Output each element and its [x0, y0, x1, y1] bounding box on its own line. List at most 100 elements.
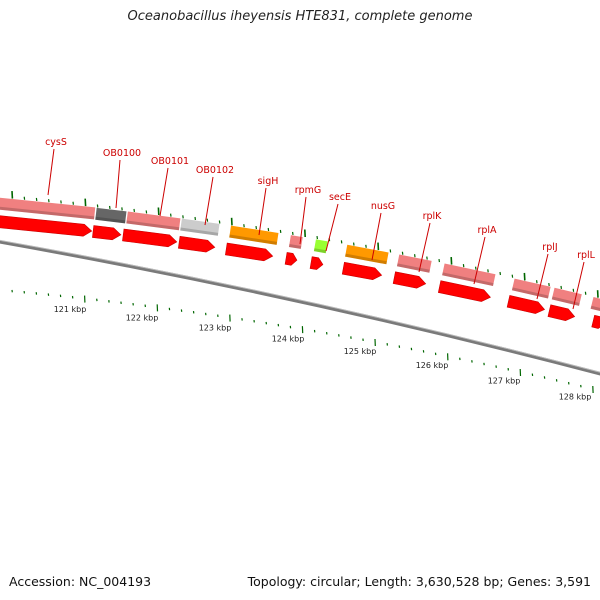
gene-arrow — [309, 256, 324, 270]
gene-leader-line — [204, 176, 214, 226]
gene-arrow-shape — [225, 242, 274, 262]
cds-box-shade — [288, 243, 302, 249]
gene-arrow-shape — [284, 252, 298, 266]
genome-summary-text: Topology: circular; Length: 3,630,528 bp… — [247, 574, 591, 589]
gene-label: nusG — [371, 201, 395, 212]
cds-box-fill — [288, 235, 303, 249]
gene-arrow — [591, 314, 600, 329]
cds-box — [126, 211, 181, 231]
gene-arrow-shape — [309, 256, 324, 270]
gene-label: rpmG — [295, 185, 322, 196]
gene-arrow-shape — [341, 261, 383, 281]
gene-arrow-shape — [92, 225, 122, 241]
gene-arrow — [506, 295, 546, 314]
kbp-tick-label: 127 kbp — [488, 376, 521, 385]
cds-box — [345, 244, 389, 265]
cds-box-shade — [551, 296, 580, 306]
gene-label: cysS — [45, 137, 67, 148]
gene-label: OB0100 — [103, 148, 141, 159]
kbp-tick-label: 128 kbp — [559, 393, 592, 402]
gene-arrow-shape — [591, 314, 600, 329]
cds-box-fill — [95, 207, 127, 224]
cds-box-fill — [345, 244, 389, 265]
gene-arrow — [122, 228, 178, 248]
gene-arrow-shape — [177, 235, 216, 253]
kbp-tick-label: 126 kbp — [416, 361, 449, 370]
cds-box — [396, 254, 432, 273]
accession-text: Accession: NC_004193 — [9, 574, 152, 589]
cds-box-fill — [229, 225, 279, 245]
gene-leader-line — [325, 203, 339, 252]
gene-arrow — [547, 304, 576, 321]
cds-box-fill — [313, 239, 328, 254]
cds-box-fill — [442, 263, 496, 287]
gene-arrow-track — [0, 214, 600, 329]
kbp-tick-label: 122 kbp — [126, 313, 159, 322]
gene-arrow — [437, 280, 491, 302]
gene-leader-line — [159, 167, 169, 217]
gene-label: rplA — [477, 225, 497, 236]
cds-box — [590, 297, 600, 314]
gene-arrow — [0, 214, 93, 237]
kbp-tick-label: 123 kbp — [199, 323, 232, 332]
cds-box-shade — [0, 206, 95, 220]
gene-leader-line — [418, 222, 431, 273]
upper-tick-track — [11, 191, 599, 298]
cds-box-shade — [511, 287, 549, 299]
cds-box-fill — [126, 211, 181, 231]
gene-arrow-shape — [122, 228, 178, 248]
gene-leader-line — [473, 236, 486, 285]
cds-box-fill — [590, 297, 600, 314]
cds-box — [551, 287, 582, 306]
cds-track — [0, 197, 600, 314]
cds-box-shade — [442, 272, 494, 287]
gene-label: rplK — [423, 211, 443, 222]
cds-box — [229, 225, 279, 245]
gene-arrow-shape — [437, 280, 491, 302]
gene-arrow — [392, 271, 427, 289]
gene-arrow — [341, 261, 383, 281]
gene-label: rplL — [577, 250, 596, 261]
cds-box — [180, 218, 220, 236]
gene-label: OB0102 — [196, 165, 234, 176]
gene-label: OB0101 — [151, 156, 189, 167]
gene-arrow-shape — [0, 214, 93, 237]
cds-box — [313, 239, 328, 254]
cds-box-fill — [511, 278, 551, 299]
cds-box-fill — [551, 287, 582, 306]
cds-box-shade — [95, 216, 126, 224]
cds-box-fill — [180, 218, 220, 236]
gene-leader-line — [299, 196, 307, 245]
kbp-tick-label: 124 kbp — [272, 335, 305, 344]
gene-label-layer: cysS OB0100 OB0101 OB0102 sigH rpmG secE nusG rp… — [45, 137, 596, 310]
cds-box — [288, 235, 303, 249]
cds-box — [0, 197, 96, 220]
gene-leader-line — [115, 159, 121, 209]
gene-leader-line — [536, 253, 549, 300]
scale-tick-track: 121 kbp 122 kbp 123 kbp 124 kbp 125 kbp 126 k… — [11, 289, 594, 402]
cds-box — [95, 207, 127, 224]
gene-arrow — [92, 225, 122, 241]
gene-arrow — [225, 242, 274, 262]
cds-box-shade — [313, 248, 327, 254]
cds-box-shade — [180, 227, 219, 236]
cds-box-shade — [345, 253, 387, 265]
gene-leader-line — [47, 148, 55, 196]
cds-box-shade — [590, 305, 600, 314]
cds-box-fill — [396, 254, 432, 273]
cds-box-shade — [126, 220, 180, 231]
cds-box-shade — [229, 234, 278, 245]
cds-box-shade — [396, 263, 430, 273]
cds-box — [511, 278, 551, 299]
gene-leader-line — [258, 187, 267, 236]
genome-backbone — [0, 240, 600, 376]
gene-label: secE — [329, 192, 351, 203]
gene-arrow-shape — [547, 304, 576, 321]
gene-arrow — [177, 235, 216, 253]
cds-box — [442, 263, 496, 287]
genome-backbone-highlight — [0, 239, 600, 373]
cds-box-fill — [0, 197, 96, 220]
gene-arrow-shape — [506, 295, 546, 314]
